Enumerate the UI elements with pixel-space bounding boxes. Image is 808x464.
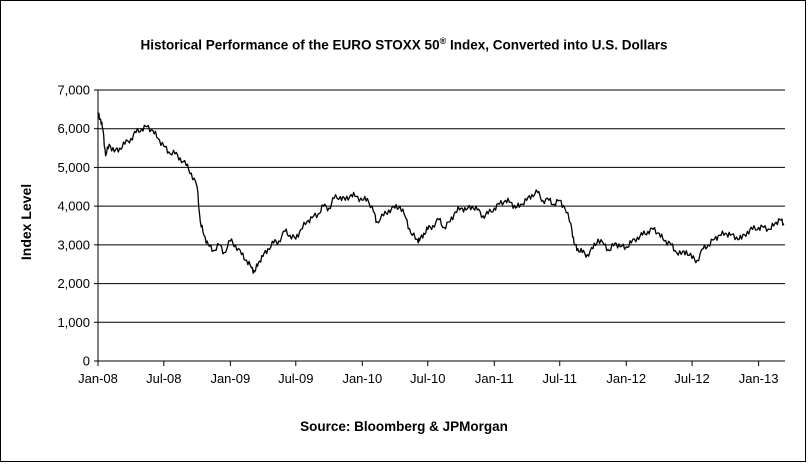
- y-tick-label: 7,000: [57, 83, 90, 98]
- y-tick-label: 1,000: [57, 315, 90, 330]
- y-tick-label: 4,000: [57, 199, 90, 214]
- y-tick-label: 6,000: [57, 121, 90, 136]
- x-tick-labels: Jan-08 Jul-08 Jan-09 Jul-09 Jan-10 Jul-10 Jan-…: [78, 371, 778, 386]
- x-tick-label: Jan-13: [739, 371, 779, 386]
- registered-mark: ®: [439, 36, 447, 46]
- x-tick-label: Jan-10: [342, 371, 382, 386]
- x-tick-label: Jan-09: [210, 371, 250, 386]
- title-main: Historical Performance of the EURO STOXX…: [140, 37, 440, 53]
- x-tick-label: Jul-08: [146, 371, 181, 386]
- y-tick-labels: 0 1,000 2,000 3,000 4,000 5,000 6,000 7,000: [57, 83, 90, 369]
- x-tick-label: Jul-09: [278, 371, 313, 386]
- y-tick-label: 2,000: [57, 276, 90, 291]
- title-rest: Index, Converted into U.S. Dollars: [446, 37, 668, 53]
- series-line: [97, 112, 785, 274]
- series-layer: [97, 112, 785, 274]
- y-tick-label: 5,000: [57, 160, 90, 175]
- gridlines: [94, 89, 785, 362]
- x-tick-label: Jan-12: [606, 371, 646, 386]
- axes: [97, 90, 785, 366]
- source-note: Source: Bloomberg & JPMorgan: [300, 419, 508, 434]
- x-tick-label: Jul-12: [674, 371, 709, 386]
- y-axis-label: Index Level: [18, 184, 34, 260]
- x-tick-label: Jan-11: [475, 371, 514, 386]
- chart-title: Historical Performance of the EURO STOXX…: [0, 36, 808, 53]
- y-tick-label: 0: [83, 354, 90, 369]
- x-tick-label: Jul-10: [410, 371, 445, 386]
- x-tick-label: Jan-08: [78, 371, 118, 386]
- y-tick-label: 3,000: [57, 237, 90, 252]
- x-tick-label: Jul-11: [543, 371, 577, 386]
